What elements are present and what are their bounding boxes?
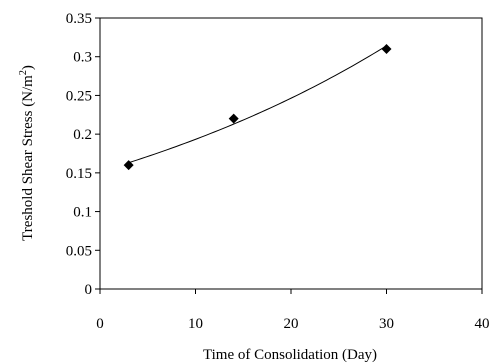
y-tick-label: 0.05	[66, 243, 92, 259]
data-points	[123, 43, 392, 171]
y-tick-label: 0.25	[66, 88, 92, 104]
y-tick-label: 0.35	[66, 11, 92, 27]
y-axis-title-end: )	[20, 65, 36, 70]
x-tick-label: 20	[284, 316, 299, 332]
x-tick-label: 40	[475, 316, 490, 332]
x-axis-ticks: 0 10 20 30 40	[96, 289, 490, 332]
y-tick-label: 0.3	[73, 50, 92, 66]
data-point	[381, 43, 392, 54]
y-tick-label: 0.15	[66, 166, 92, 182]
y-axis-title-main: Treshold Shear Stress (N/m	[20, 75, 36, 241]
x-tick-label: 10	[188, 316, 203, 332]
data-point	[123, 160, 134, 171]
x-tick-label: 30	[379, 316, 394, 332]
y-tick-label: 0.2	[73, 127, 92, 143]
x-axis-title: Time of Consolidation (Day)	[203, 347, 377, 363]
y-axis-ticks: 0 0.05 0.1 0.15 0.2 0.25 0.3 0.35	[66, 11, 100, 298]
y-tick-label: 0.1	[73, 205, 92, 221]
x-tick-label: 0	[96, 316, 104, 332]
data-point	[228, 113, 239, 124]
y-axis-title: Treshold Shear Stress (N/m2)	[18, 65, 36, 241]
y-tick-label: 0	[85, 282, 93, 298]
trendline-group	[128, 45, 387, 164]
y-axis-title-sup: 2	[18, 70, 29, 75]
trendline	[128, 45, 387, 164]
